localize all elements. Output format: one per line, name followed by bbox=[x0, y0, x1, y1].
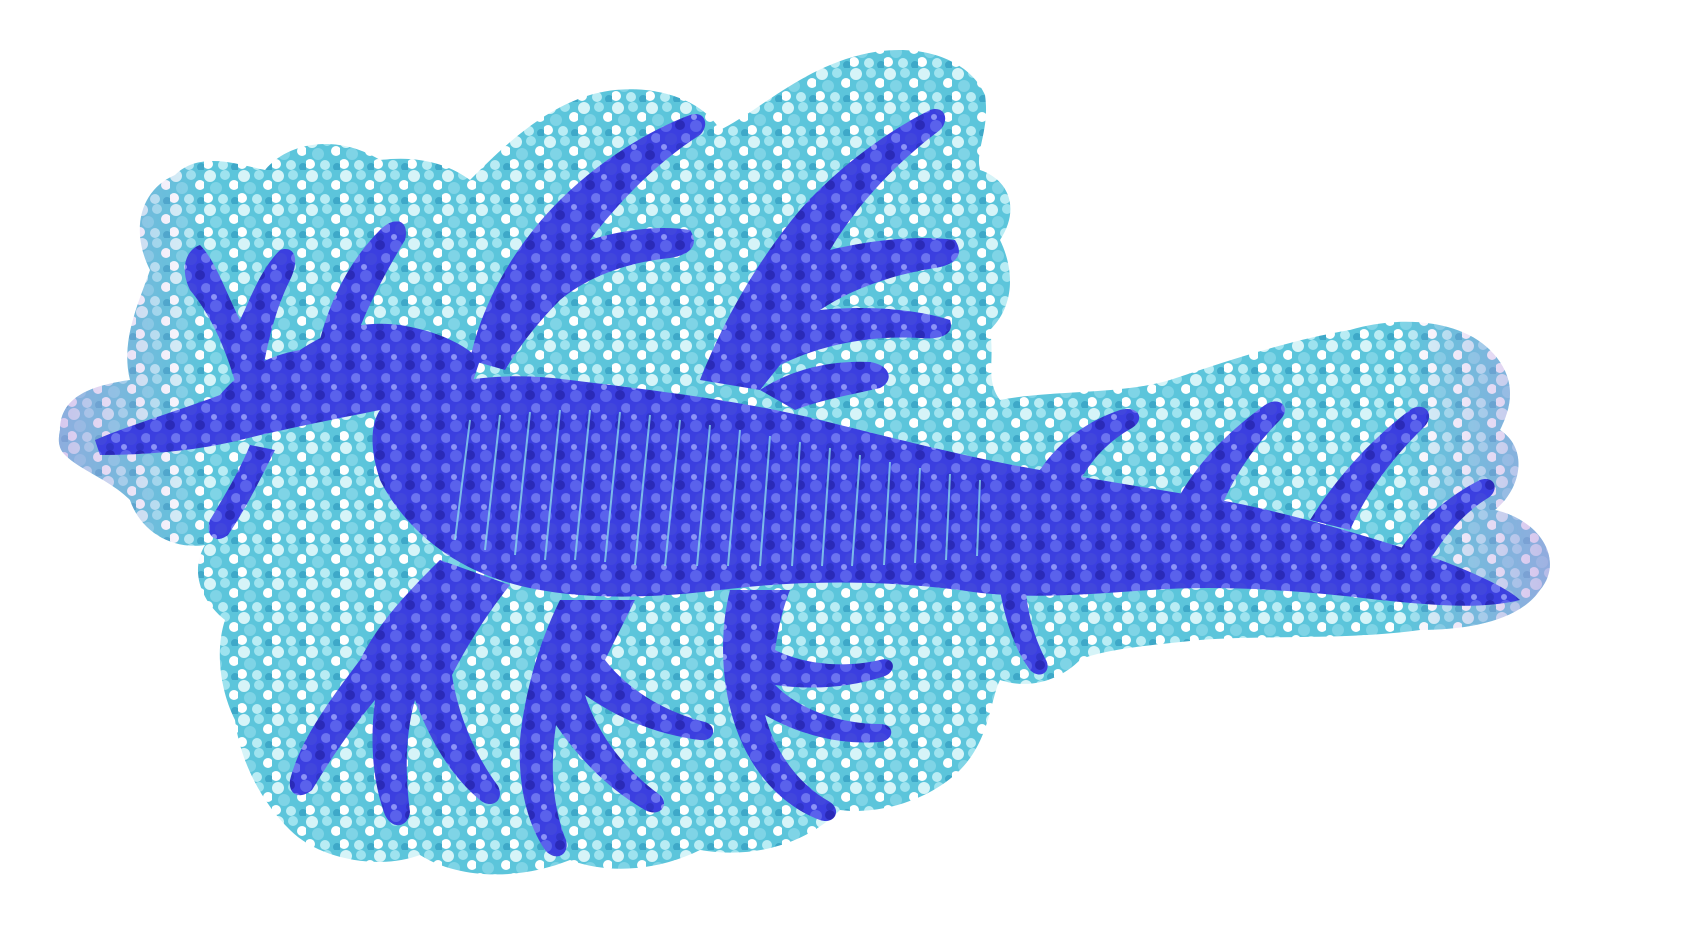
head-frond-lower bbox=[208, 445, 275, 540]
tail-frond-lower bbox=[1000, 590, 1048, 675]
dorsal-frond-2 bbox=[700, 109, 959, 391]
seadragon-head bbox=[95, 323, 480, 455]
seadragon-body bbox=[372, 376, 1520, 606]
head-frond-upper bbox=[184, 245, 296, 400]
dorsal-frond-3 bbox=[760, 361, 889, 410]
body-striations bbox=[454, 409, 981, 567]
tail-frond-4 bbox=[1400, 479, 1495, 560]
ventral-frond-3 bbox=[723, 590, 893, 821]
dorsal-frond-1 bbox=[470, 114, 706, 370]
ventral-frond-2 bbox=[519, 600, 714, 857]
ventral-frond-1 bbox=[289, 560, 510, 826]
tail-frond-3 bbox=[1310, 406, 1430, 530]
tail-frond-2 bbox=[1180, 401, 1285, 505]
seadragon-figure bbox=[95, 109, 1520, 857]
tail-frond-1 bbox=[1040, 409, 1140, 485]
head-frond-small bbox=[320, 221, 406, 340]
